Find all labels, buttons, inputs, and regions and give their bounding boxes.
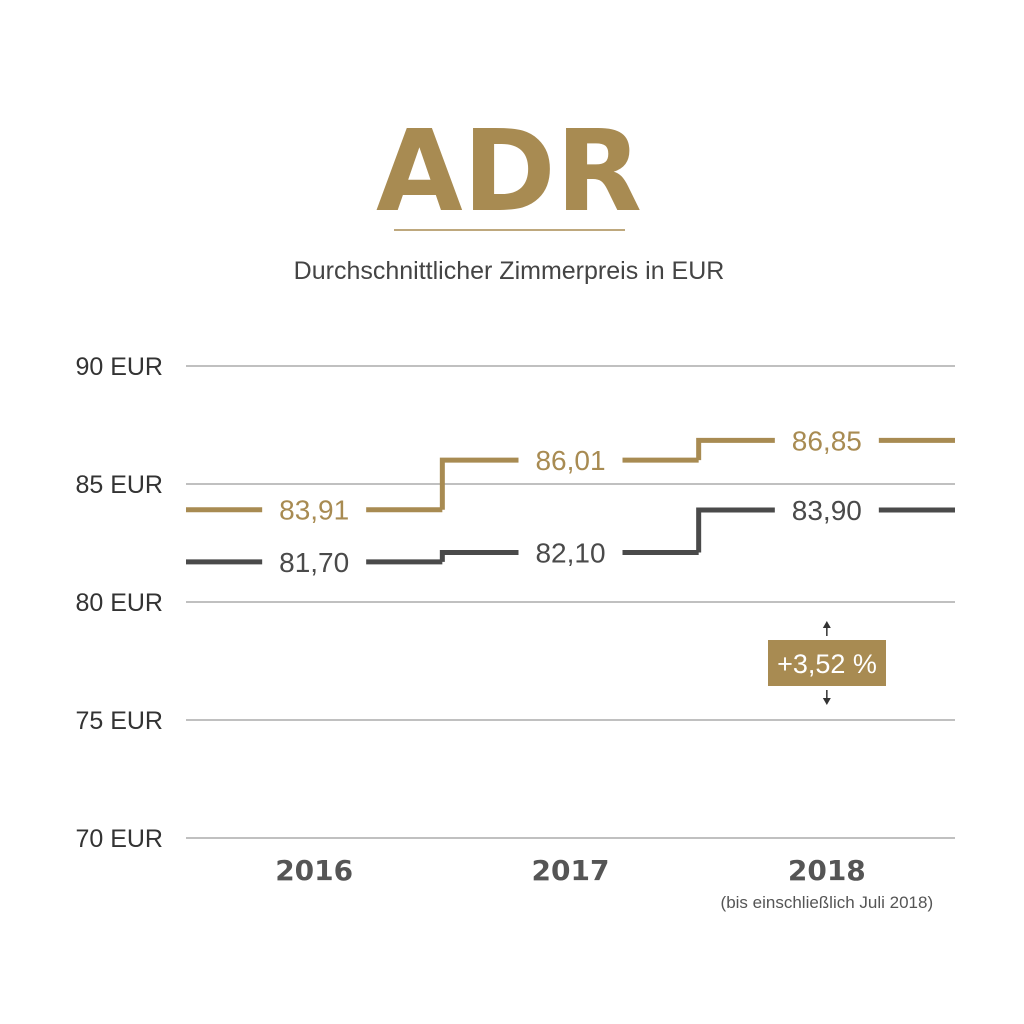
y-tick-label: 85 EUR [75,471,163,499]
change-annotation: +3,52 % [768,621,886,705]
x-tick-label: 2018 [788,854,866,887]
data-label: 81,70 [279,547,349,578]
chart-title: ADR [376,107,642,237]
data-label: 86,01 [535,445,605,476]
y-tick-label: 90 EUR [75,353,163,381]
grid-lines [186,365,955,839]
series-line [186,437,955,513]
x-tick-label: 2016 [275,854,353,887]
x-axis-ticks: 2016 2017 2018 (bis einschließlich Juli 201… [275,854,933,912]
change-badge-label: +3,52 % [777,649,877,679]
y-tick-label: 75 EUR [75,707,163,735]
data-label: 83,91 [279,495,349,526]
change-badge [768,640,886,686]
data-label: 83,90 [792,495,862,526]
series-1: 83,91 86,01 86,85 [186,425,955,526]
y-axis-ticks: 90 EUR 85 EUR 80 EUR 75 EUR 70 EUR [75,353,163,853]
x-tick-note: (bis einschließlich Juli 2018) [721,893,934,912]
series-2: 81,70 82,10 83,90 [186,495,955,578]
arrow-up-icon [822,621,831,628]
series-group: 83,91 86,01 86,85 81,70 82,10 83,90 [186,425,955,578]
y-tick-label: 70 EUR [75,825,163,853]
series-line [186,507,955,565]
x-tick-label: 2017 [532,854,610,887]
data-label: 86,85 [792,425,862,456]
data-label: 82,10 [535,537,605,568]
arrow-down-icon [822,698,831,705]
y-tick-label: 80 EUR [75,589,163,617]
chart-subtitle: Durchschnittlicher Zimmerpreis in EUR [294,257,725,285]
